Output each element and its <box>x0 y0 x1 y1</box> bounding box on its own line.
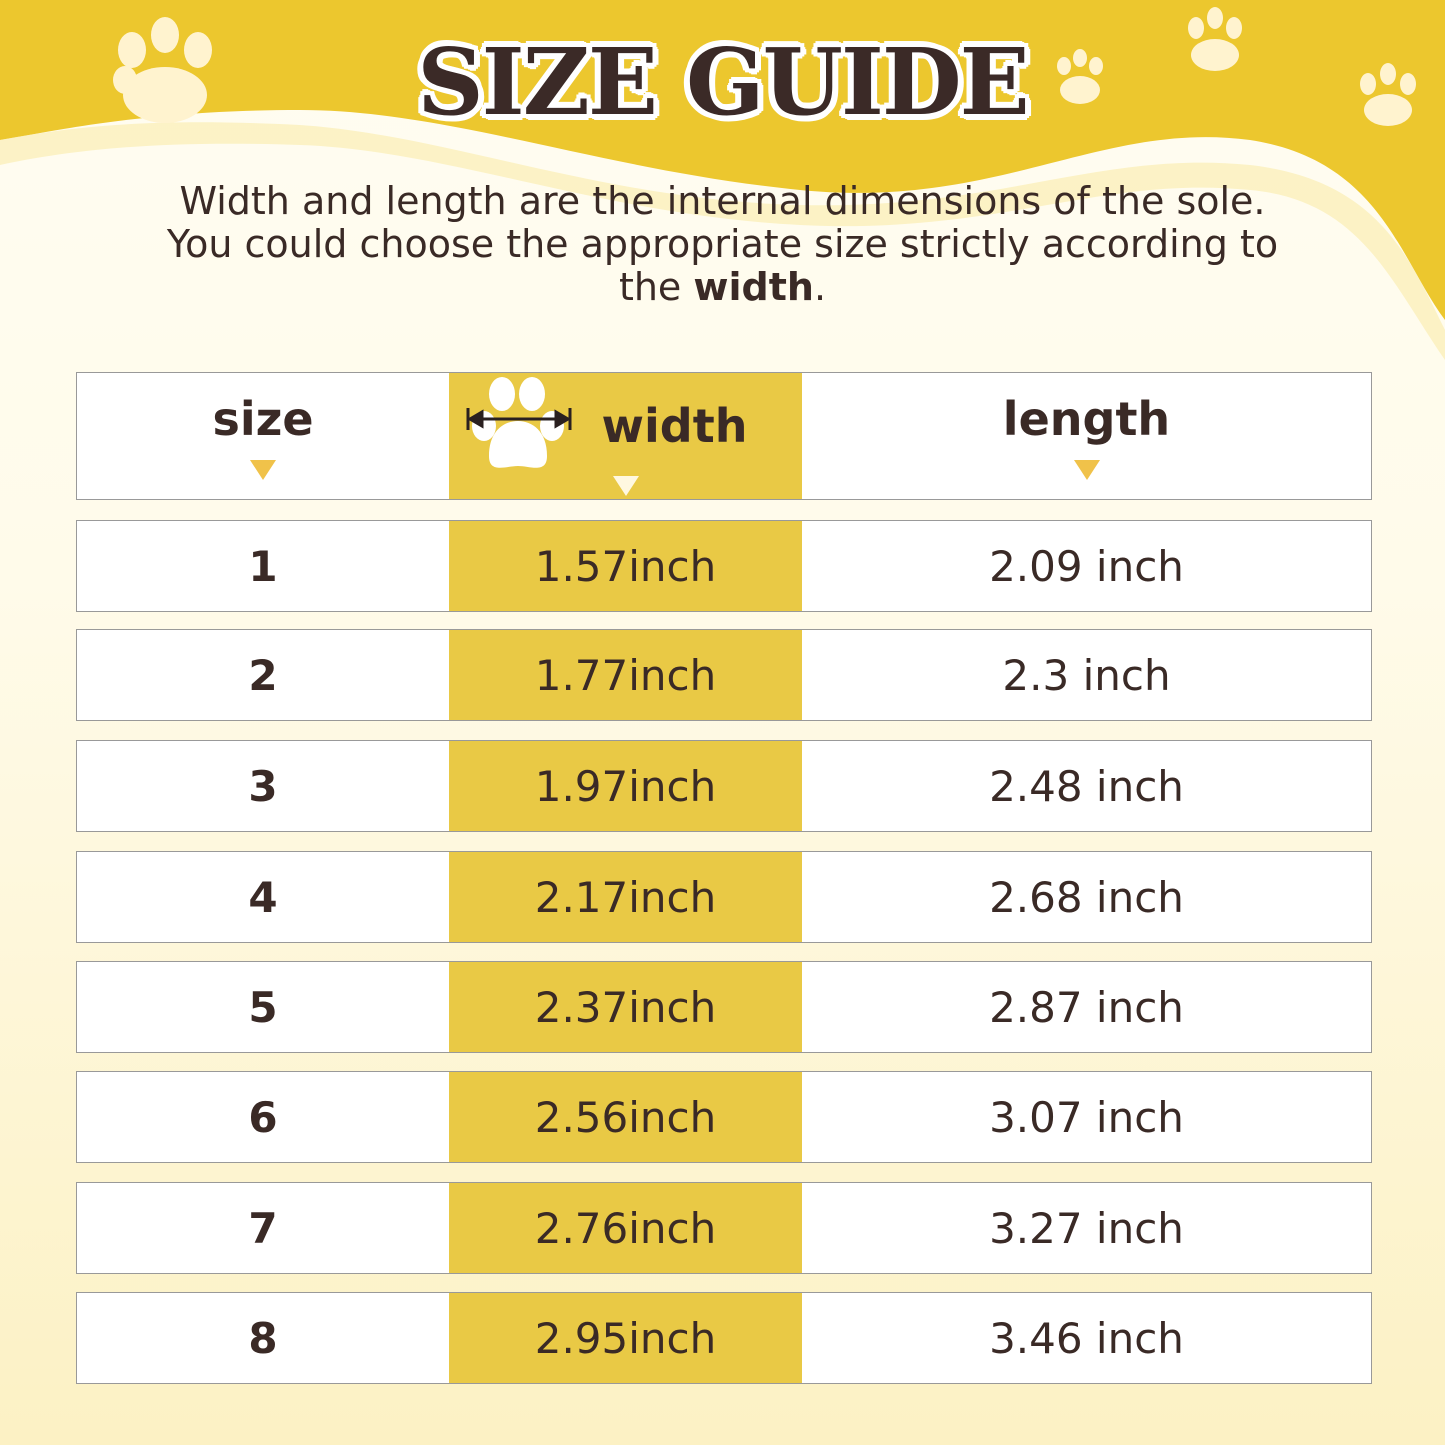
length-cell: 3.46 inch <box>989 1313 1184 1363</box>
size-cell: 4 <box>248 872 278 922</box>
table-row: 5 2.37inch 2.87 inch <box>76 961 1372 1053</box>
length-cell: 2.87 inch <box>989 982 1184 1032</box>
table-row: 8 2.95inch 3.46 inch <box>76 1292 1372 1384</box>
length-cell: 2.68 inch <box>989 872 1184 922</box>
paw-print-icon <box>1057 7 1416 126</box>
length-cell: 3.27 inch <box>989 1203 1184 1253</box>
size-cell: 8 <box>248 1313 278 1363</box>
table-row: 1 1.57inch 2.09 inch <box>76 520 1372 612</box>
size-cell: 6 <box>248 1092 278 1142</box>
table-row: 2 1.77inch 2.3 inch <box>76 629 1372 721</box>
triangle-down-icon <box>250 460 276 480</box>
header-width: width <box>449 373 802 499</box>
width-cell: 1.57inch <box>449 521 802 611</box>
width-cell: 2.17inch <box>449 852 802 942</box>
triangle-down-icon <box>612 476 639 496</box>
length-cell: 2.3 inch <box>1002 650 1171 700</box>
header-length: length <box>802 373 1371 499</box>
paw-print-icon <box>113 17 212 123</box>
size-cell: 7 <box>248 1203 278 1253</box>
size-cell: 1 <box>248 541 278 591</box>
header-size: size <box>77 373 449 499</box>
length-cell: 3.07 inch <box>989 1092 1184 1142</box>
width-cell: 2.56inch <box>449 1072 802 1162</box>
page-title: SIZE GUIDE <box>417 28 1030 136</box>
width-cell: 1.97inch <box>449 741 802 831</box>
size-cell: 5 <box>248 982 278 1032</box>
size-cell: 2 <box>248 650 278 700</box>
table-row: 4 2.17inch 2.68 inch <box>76 851 1372 943</box>
paw-width-icon <box>466 377 572 468</box>
length-cell: 2.48 inch <box>989 761 1184 811</box>
table-header: size width length <box>76 372 1372 500</box>
width-cell: 2.37inch <box>449 962 802 1052</box>
table-row: 7 2.76inch 3.27 inch <box>76 1182 1372 1274</box>
length-cell: 2.09 inch <box>989 541 1184 591</box>
width-cell: 2.95inch <box>449 1293 802 1383</box>
table-row: 6 2.56inch 3.07 inch <box>76 1071 1372 1163</box>
table-row: 3 1.97inch 2.48 inch <box>76 740 1372 832</box>
triangle-down-icon <box>1073 460 1100 480</box>
width-cell: 1.77inch <box>449 630 802 720</box>
description: Width and length are the internal dimens… <box>166 179 1279 309</box>
size-cell: 3 <box>248 761 278 811</box>
width-cell: 2.76inch <box>449 1183 802 1273</box>
